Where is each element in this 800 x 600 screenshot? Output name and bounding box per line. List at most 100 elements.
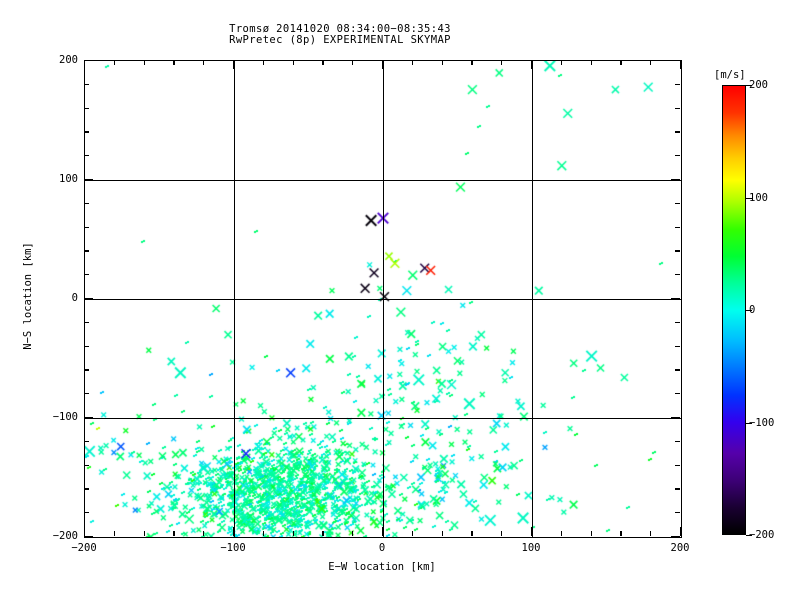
x-tick-label: 200 <box>670 542 690 554</box>
y-axis-title: N−S location [km] <box>22 242 34 350</box>
gridline-horizontal <box>85 180 681 182</box>
y-major-tick-right <box>671 179 680 181</box>
title-line-1: Tromsø 20141020 08:34:00−08:35:43 <box>229 23 451 35</box>
x-minor-tick-top <box>650 60 652 65</box>
y-minor-tick-right <box>675 393 680 395</box>
x-minor-tick-top <box>143 60 145 65</box>
y-minor-tick <box>84 393 89 395</box>
y-minor-tick <box>84 250 89 252</box>
x-minor-tick <box>173 531 175 536</box>
x-minor-tick-top <box>620 60 622 65</box>
x-minor-tick <box>501 531 503 536</box>
x-minor-tick-top <box>352 60 354 65</box>
y-major-tick-right <box>671 536 680 538</box>
x-tick-label: −200 <box>71 542 97 554</box>
y-minor-tick-right <box>675 155 680 157</box>
x-minor-tick-top <box>113 60 116 65</box>
y-minor-tick <box>84 274 89 276</box>
gridline-horizontal <box>85 299 681 301</box>
colorbar-tick <box>746 310 752 312</box>
colorbar-gradient <box>722 85 746 535</box>
y-minor-tick <box>84 83 89 86</box>
y-minor-tick-right <box>675 369 680 371</box>
x-minor-tick-top <box>501 60 503 65</box>
y-minor-tick <box>84 107 89 109</box>
y-minor-tick-right <box>675 321 680 324</box>
x-minor-tick <box>262 531 265 536</box>
x-minor-tick <box>471 531 473 536</box>
y-major-tick <box>84 417 93 419</box>
y-minor-tick <box>84 321 89 324</box>
colorbar-tick-label: 0 <box>749 304 756 316</box>
y-tick-label: 0 <box>71 292 78 304</box>
x-major-tick <box>680 527 682 536</box>
y-major-tick <box>84 536 93 538</box>
y-minor-tick-right <box>675 440 680 443</box>
y-major-tick-right <box>671 417 680 419</box>
y-minor-tick <box>84 369 89 371</box>
x-minor-tick-top <box>203 60 205 65</box>
y-tick-label: −200 <box>52 530 78 542</box>
colorbar-tick-label: −100 <box>749 416 775 429</box>
x-minor-tick <box>322 531 324 536</box>
figure-title: Tromsø 20141020 08:34:00−08:35:43 RwPret… <box>0 24 680 46</box>
x-minor-tick <box>113 531 116 536</box>
x-minor-tick <box>441 531 443 536</box>
x-tick-label: 100 <box>521 542 541 554</box>
x-minor-tick-top <box>411 60 414 65</box>
y-minor-tick <box>84 131 89 133</box>
y-minor-tick <box>84 440 89 443</box>
colorbar-tick-label: −200 <box>749 529 775 541</box>
x-major-tick <box>84 527 86 536</box>
x-major-tick <box>531 527 533 536</box>
y-major-tick-right <box>671 298 680 300</box>
x-minor-tick <box>143 531 145 536</box>
x-major-tick <box>233 527 235 536</box>
y-minor-tick-right <box>675 226 680 228</box>
x-minor-tick-top <box>173 60 175 65</box>
x-minor-tick <box>620 531 622 536</box>
colorbar: 200 100 0 −100 −200 <box>722 79 774 541</box>
x-major-tick-top <box>382 60 384 69</box>
x-major-tick-top <box>680 60 682 69</box>
y-minor-tick <box>84 226 89 228</box>
colorbar-tick <box>746 422 752 424</box>
y-minor-tick <box>84 202 89 205</box>
colorbar-tick <box>746 197 752 199</box>
y-major-tick <box>84 179 93 181</box>
x-tick-label: −100 <box>220 542 246 554</box>
y-minor-tick <box>84 345 89 347</box>
gridline-horizontal <box>85 418 681 420</box>
y-tick-label: 200 <box>59 54 78 66</box>
x-minor-tick <box>590 531 592 536</box>
x-major-tick-top <box>531 60 533 69</box>
colorbar-tick-label: 200 <box>749 79 768 91</box>
y-minor-tick-right <box>675 274 680 276</box>
x-major-tick <box>382 527 384 536</box>
y-minor-tick-right <box>675 131 680 133</box>
y-minor-tick-right <box>675 464 680 466</box>
x-minor-tick-top <box>590 60 592 65</box>
y-minor-tick <box>84 464 89 466</box>
y-major-tick <box>84 298 93 300</box>
colorbar-title: [m/s] <box>714 69 746 81</box>
y-minor-tick <box>84 512 89 514</box>
title-line-2: RwPretec (8p) EXPERIMENTAL SKYMAP <box>229 34 451 46</box>
x-tick-label: 0 <box>378 542 386 554</box>
plot-area <box>84 60 682 538</box>
x-minor-tick-top <box>560 60 563 65</box>
x-minor-tick <box>352 531 354 536</box>
y-minor-tick-right <box>675 488 680 490</box>
y-major-tick-right <box>671 60 680 62</box>
x-minor-tick-top <box>471 60 473 65</box>
colorbar-tick <box>746 85 752 87</box>
x-minor-tick <box>650 531 652 536</box>
x-major-tick-top <box>84 60 86 69</box>
x-minor-tick <box>411 531 414 536</box>
x-minor-tick-top <box>322 60 324 65</box>
y-tick-label: 100 <box>59 173 78 185</box>
y-tick-label: −100 <box>52 411 78 423</box>
y-minor-tick-right <box>675 512 680 514</box>
colorbar-tick <box>746 535 752 537</box>
